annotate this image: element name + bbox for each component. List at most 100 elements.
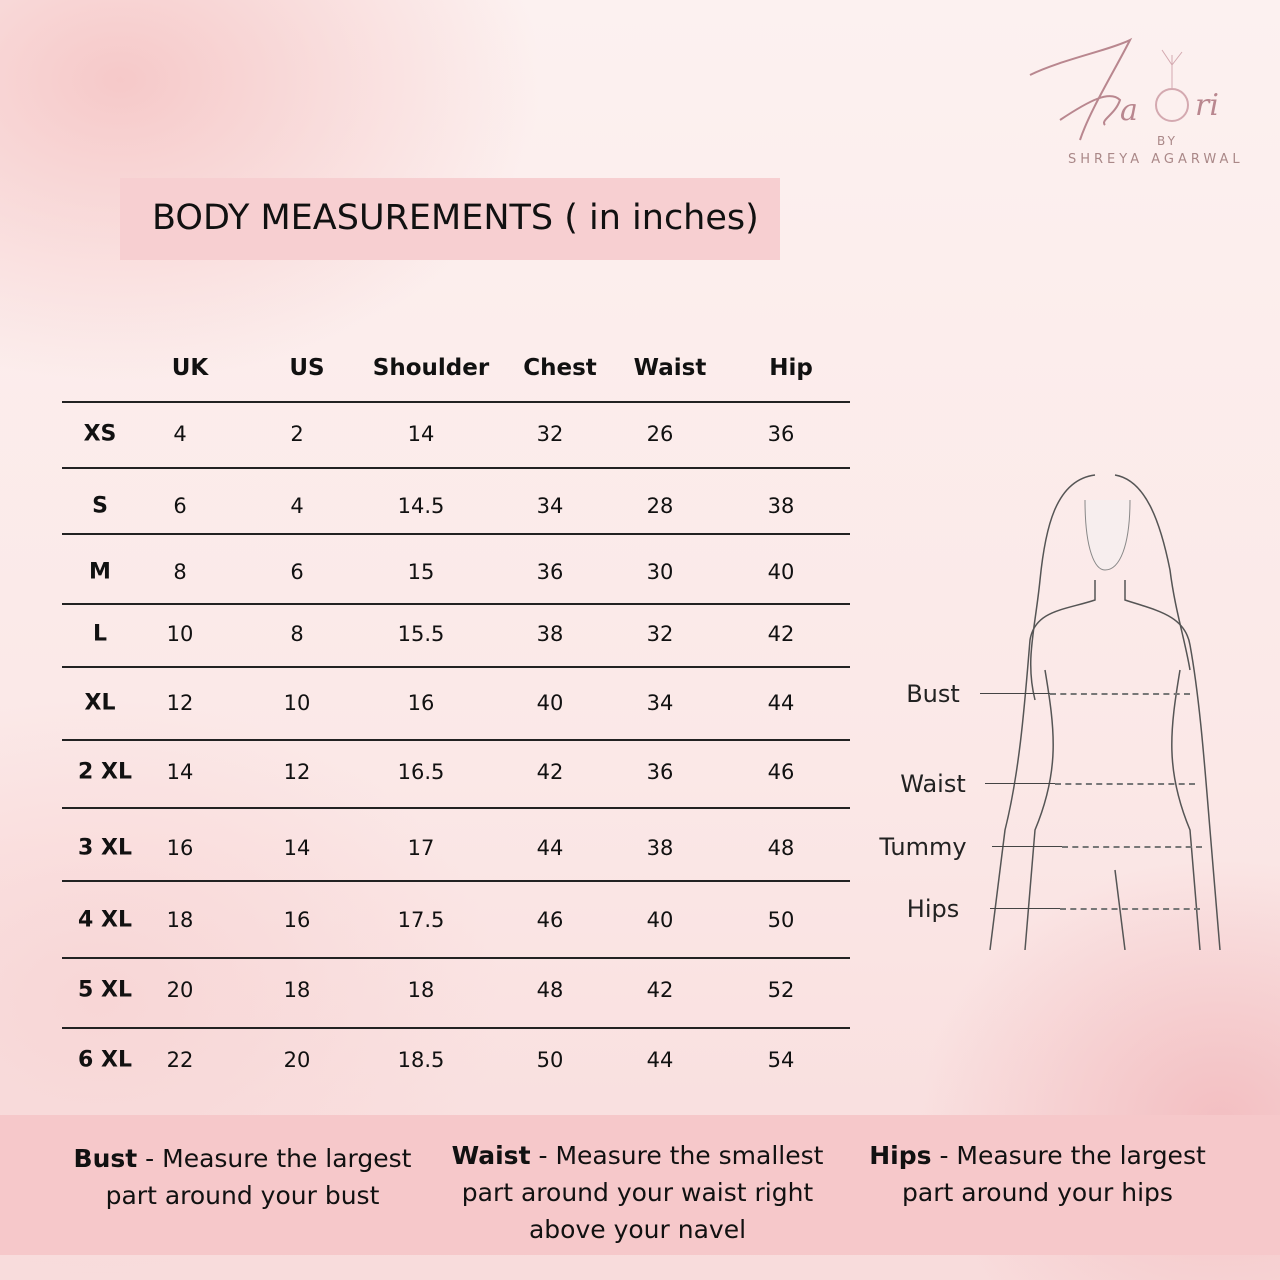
table-cell: 38 <box>767 494 795 518</box>
table-cell: 36 <box>646 760 674 784</box>
table-cell: 46 <box>536 908 564 932</box>
table-cell: 40 <box>536 691 564 715</box>
logo-name: SHREYA AGARWAL <box>1068 152 1244 167</box>
table-cell: 17 <box>407 836 435 860</box>
note-hips: Hips - Measure the largest part around y… <box>869 1141 1206 1207</box>
label-line <box>980 693 1050 694</box>
row-divider <box>62 603 850 605</box>
row-divider <box>62 533 850 535</box>
column-header: Chest <box>523 355 597 381</box>
table-cell: 40 <box>646 908 674 932</box>
note-bust: Bust - Measure the largest part around y… <box>73 1144 412 1210</box>
table-cell: 18 <box>283 978 311 1002</box>
row-divider <box>62 807 850 809</box>
table-cell: 48 <box>536 978 564 1002</box>
table-cell: 10 <box>166 622 194 646</box>
size-label: S <box>92 493 108 519</box>
table-cell: 16 <box>166 836 194 860</box>
table-cell: 28 <box>646 494 674 518</box>
table-cell: 12 <box>166 691 194 715</box>
column-header: Hip <box>769 355 813 381</box>
row-divider <box>62 666 850 668</box>
table-cell: 20 <box>166 978 194 1002</box>
size-label: 2 XL <box>78 759 132 785</box>
table-cell: 38 <box>646 836 674 860</box>
measure-line <box>1060 908 1200 910</box>
label-line <box>992 846 1062 847</box>
column-header: Waist <box>633 355 707 381</box>
table-cell: 14.5 <box>397 494 445 518</box>
table-cell: 6 <box>173 494 187 518</box>
figure-label: Tummy <box>879 833 967 861</box>
table-cell: 2 <box>290 422 304 446</box>
table-cell: 32 <box>536 422 564 446</box>
table-cell: 8 <box>173 560 187 584</box>
svg-text:ri: ri <box>1195 88 1219 123</box>
table-cell: 50 <box>536 1048 564 1072</box>
table-cell: 54 <box>767 1048 795 1072</box>
table-cell: 44 <box>536 836 564 860</box>
table-cell: 36 <box>767 422 795 446</box>
table-cell: 52 <box>767 978 795 1002</box>
table-cell: 4 <box>173 422 187 446</box>
table-cell: 4 <box>290 494 304 518</box>
figure-label: Bust <box>906 680 960 708</box>
table-cell: 15.5 <box>397 622 445 646</box>
size-label: 3 XL <box>78 835 132 861</box>
size-label: 4 XL <box>78 907 132 933</box>
table-cell: 50 <box>767 908 795 932</box>
table-cell: 22 <box>166 1048 194 1072</box>
column-header: US <box>289 355 325 381</box>
table-cell: 32 <box>646 622 674 646</box>
table-cell: 16 <box>407 691 435 715</box>
table-cell: 42 <box>767 622 795 646</box>
table-cell: 40 <box>767 560 795 584</box>
measure-line <box>1055 783 1195 785</box>
table-cell: 44 <box>767 691 795 715</box>
figure-label: Waist <box>900 770 966 798</box>
body-figure <box>985 470 1225 954</box>
table-cell: 10 <box>283 691 311 715</box>
table-cell: 17.5 <box>397 908 445 932</box>
table-cell: 14 <box>407 422 435 446</box>
column-header: Shoulder <box>372 355 490 381</box>
table-cell: 12 <box>283 760 311 784</box>
table-cell: 42 <box>646 978 674 1002</box>
table-cell: 48 <box>767 836 795 860</box>
row-divider <box>62 1027 850 1029</box>
logo-by: BY <box>1157 134 1178 148</box>
label-line <box>990 908 1060 909</box>
brand-logo: a ri BY SHREYA AGARWAL <box>1020 20 1270 170</box>
table-cell: 16.5 <box>397 760 445 784</box>
table-cell: 14 <box>283 836 311 860</box>
row-divider <box>62 401 850 403</box>
table-cell: 34 <box>536 494 564 518</box>
row-divider <box>62 957 850 959</box>
table-cell: 34 <box>646 691 674 715</box>
size-label: 6 XL <box>78 1047 132 1073</box>
size-label: XL <box>84 690 116 716</box>
table-cell: 14 <box>166 760 194 784</box>
row-divider <box>62 880 850 882</box>
page-title: BODY MEASUREMENTS ( in inches) <box>152 198 759 238</box>
row-divider <box>62 739 850 741</box>
column-header: UK <box>171 355 209 381</box>
measure-line <box>1050 693 1190 695</box>
measure-line <box>1062 846 1202 848</box>
table-cell: 18 <box>166 908 194 932</box>
table-cell: 38 <box>536 622 564 646</box>
table-cell: 16 <box>283 908 311 932</box>
table-cell: 44 <box>646 1048 674 1072</box>
table-cell: 30 <box>646 560 674 584</box>
size-label: 5 XL <box>78 977 132 1003</box>
size-label: XS <box>83 421 117 447</box>
table-cell: 36 <box>536 560 564 584</box>
table-cell: 46 <box>767 760 795 784</box>
row-divider <box>62 467 850 469</box>
table-cell: 18 <box>407 978 435 1002</box>
table-cell: 8 <box>290 622 304 646</box>
title-box <box>120 178 780 260</box>
notes-band <box>0 1115 1280 1255</box>
size-label: M <box>89 559 111 585</box>
table-cell: 15 <box>407 560 435 584</box>
